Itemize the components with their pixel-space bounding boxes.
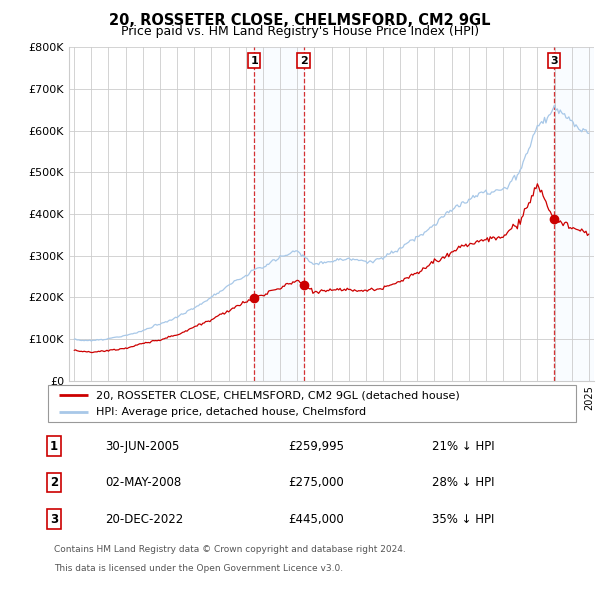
Text: 02-MAY-2008: 02-MAY-2008 [105, 476, 181, 489]
Text: 20, ROSSETER CLOSE, CHELMSFORD, CM2 9GL (detached house): 20, ROSSETER CLOSE, CHELMSFORD, CM2 9GL … [95, 390, 459, 400]
Text: 35% ↓ HPI: 35% ↓ HPI [432, 513, 494, 526]
Text: 30-JUN-2005: 30-JUN-2005 [105, 440, 179, 453]
Text: HPI: Average price, detached house, Chelmsford: HPI: Average price, detached house, Chel… [95, 407, 365, 417]
Text: £259,995: £259,995 [288, 440, 344, 453]
Text: 21% ↓ HPI: 21% ↓ HPI [432, 440, 494, 453]
Text: Price paid vs. HM Land Registry's House Price Index (HPI): Price paid vs. HM Land Registry's House … [121, 25, 479, 38]
Text: 2: 2 [299, 55, 307, 65]
Text: 20-DEC-2022: 20-DEC-2022 [105, 513, 183, 526]
Text: 3: 3 [50, 513, 58, 526]
Text: £275,000: £275,000 [288, 476, 344, 489]
Text: 2: 2 [50, 476, 58, 489]
Bar [254, 47, 304, 381]
Text: 20, ROSSETER CLOSE, CHELMSFORD, CM2 9GL: 20, ROSSETER CLOSE, CHELMSFORD, CM2 9GL [109, 13, 491, 28]
Text: Contains HM Land Registry data © Crown copyright and database right 2024.: Contains HM Land Registry data © Crown c… [54, 545, 406, 554]
Text: This data is licensed under the Open Government Licence v3.0.: This data is licensed under the Open Gov… [54, 563, 343, 573]
Text: 3: 3 [550, 55, 558, 65]
Text: 1: 1 [250, 55, 258, 65]
Text: 1: 1 [50, 440, 58, 453]
Text: 28% ↓ HPI: 28% ↓ HPI [432, 476, 494, 489]
Bar [554, 47, 594, 381]
Text: £445,000: £445,000 [288, 513, 344, 526]
